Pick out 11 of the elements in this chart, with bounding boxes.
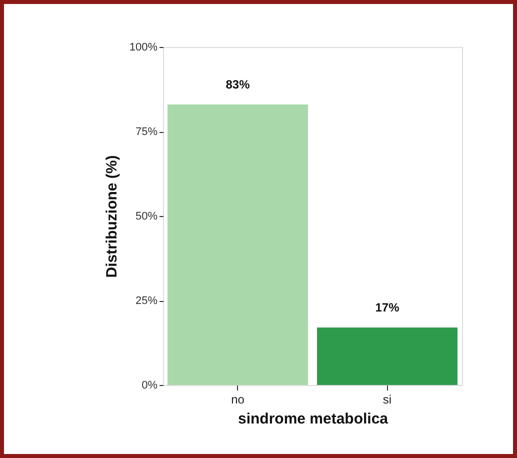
y-tick-label: 0% xyxy=(142,380,158,392)
y-tick-label: 50% xyxy=(135,210,158,222)
x-tick-label: si xyxy=(382,392,392,406)
x-axis-title: sindrome metabolica xyxy=(238,410,389,428)
data-label: 17% xyxy=(375,300,400,315)
y-tick-label: 25% xyxy=(135,295,158,307)
y-tick-label: 75% xyxy=(135,126,158,138)
y-tick-label: 100% xyxy=(129,42,158,54)
y-axis-title: Distribuzione (%) xyxy=(103,155,120,278)
data-label: 83% xyxy=(226,77,250,92)
x-tick-label: no xyxy=(231,392,245,406)
